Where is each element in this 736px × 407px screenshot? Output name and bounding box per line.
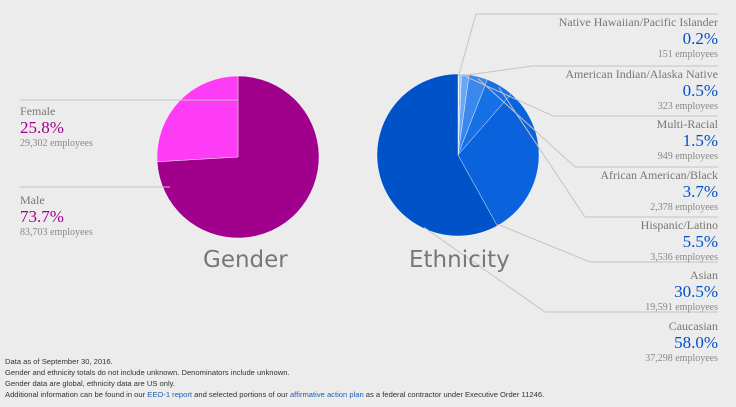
gender-label-female: Female 25.8% 29,302 employees bbox=[20, 104, 93, 150]
data-label-pct: 5.5% bbox=[682, 232, 718, 251]
legend-label: Hispanic/Latino bbox=[640, 218, 718, 232]
footnote-date: Data as of September 30, 2016. bbox=[5, 357, 113, 366]
employee-count: 151 employees bbox=[657, 49, 718, 60]
data-label-pct: 25.8% bbox=[20, 118, 64, 137]
employee-count: 949 employees bbox=[657, 151, 718, 162]
legend-label: Multi-Racial bbox=[656, 117, 718, 131]
leader-line-6 bbox=[423, 227, 718, 313]
employee-count: 37,298 employees bbox=[645, 353, 718, 364]
eth-label-asian: Asian 30.5% 19,591 employees bbox=[645, 268, 718, 314]
eth-label-multi-racial: Multi-Racial 1.5% 949 employees bbox=[657, 117, 718, 163]
employee-count: 29,302 employees bbox=[20, 138, 93, 149]
footnote-text: and selected portions of our bbox=[192, 390, 290, 399]
leader-line-4 bbox=[498, 87, 718, 218]
affirmative-action-plan-link[interactable]: affirmative action plan bbox=[289, 390, 364, 399]
ethnicity-slice-asian bbox=[457, 93, 540, 227]
data-label-pct: 3.7% bbox=[682, 182, 718, 201]
legend-label: Asian bbox=[690, 268, 718, 282]
leader-lines bbox=[20, 13, 718, 313]
gender-pie bbox=[156, 75, 320, 239]
data-label-pct: 0.2% bbox=[682, 29, 718, 48]
footnotes: Data as of September 30, 2016. Gender an… bbox=[5, 356, 544, 400]
footnote-additional: Additional information can be found in o… bbox=[5, 389, 544, 400]
data-label-pct: 73.7% bbox=[20, 207, 64, 226]
employee-count: 323 employees bbox=[657, 101, 718, 112]
legend-label: American Indian/Alaska Native bbox=[565, 67, 718, 81]
gender-slice-female bbox=[156, 75, 239, 162]
data-label-pct: 1.5% bbox=[682, 131, 718, 150]
leader-line-1 bbox=[460, 65, 718, 77]
employee-count: 83,703 employees bbox=[20, 227, 93, 238]
data-label-pct: 0.5% bbox=[682, 81, 718, 100]
eth-label-american-indian: American Indian/Alaska Native 0.5% 323 e… bbox=[565, 67, 718, 113]
gender-label-male: Male 73.7% 83,703 employees bbox=[20, 193, 93, 239]
eeo1-report-link[interactable]: EEO-1 report bbox=[147, 390, 193, 399]
legend-label: Male bbox=[20, 193, 45, 207]
ethnicity-pie bbox=[376, 73, 540, 237]
leader-line-2 bbox=[464, 75, 718, 117]
leader-line-3 bbox=[477, 78, 718, 168]
employee-count: 19,591 employees bbox=[645, 302, 718, 313]
legend-label: Caucasian bbox=[668, 319, 718, 333]
footnote-scope: Gender data are global, ethnicity data a… bbox=[5, 379, 175, 388]
footnote-text: Additional information can be found in o… bbox=[5, 390, 148, 399]
legend-label: Native Hawaiian/Pacific Islander bbox=[558, 15, 718, 29]
ethnicity-chart-title: Ethnicity bbox=[409, 247, 510, 273]
employee-count: 3,536 employees bbox=[650, 252, 718, 263]
eth-label-native-hawaiian: Native Hawaiian/Pacific Islander 0.2% 15… bbox=[559, 15, 718, 61]
leader-line-0 bbox=[458, 13, 718, 77]
eth-label-caucasian: Caucasian 58.0% 37,298 employees bbox=[645, 319, 718, 365]
leader-line-5 bbox=[497, 223, 718, 263]
footnote-text: as a federal contractor under Executive … bbox=[363, 390, 545, 399]
legend-label: Female bbox=[20, 104, 56, 118]
ethnicity-slice-caucasian bbox=[376, 73, 498, 237]
eth-label-african-american: African American/Black 3.7% 2,378 employ… bbox=[600, 168, 718, 214]
footnote-totals: Gender and ethnicity totals do not inclu… bbox=[5, 368, 290, 377]
employee-count: 2,378 employees bbox=[650, 202, 718, 213]
gender-chart-title: Gender bbox=[203, 247, 288, 273]
legend-label: African American/Black bbox=[600, 168, 718, 182]
data-label-pct: 58.0% bbox=[674, 333, 718, 352]
eth-label-hispanic: Hispanic/Latino 5.5% 3,536 employees bbox=[641, 218, 718, 264]
data-label-pct: 30.5% bbox=[674, 282, 718, 301]
